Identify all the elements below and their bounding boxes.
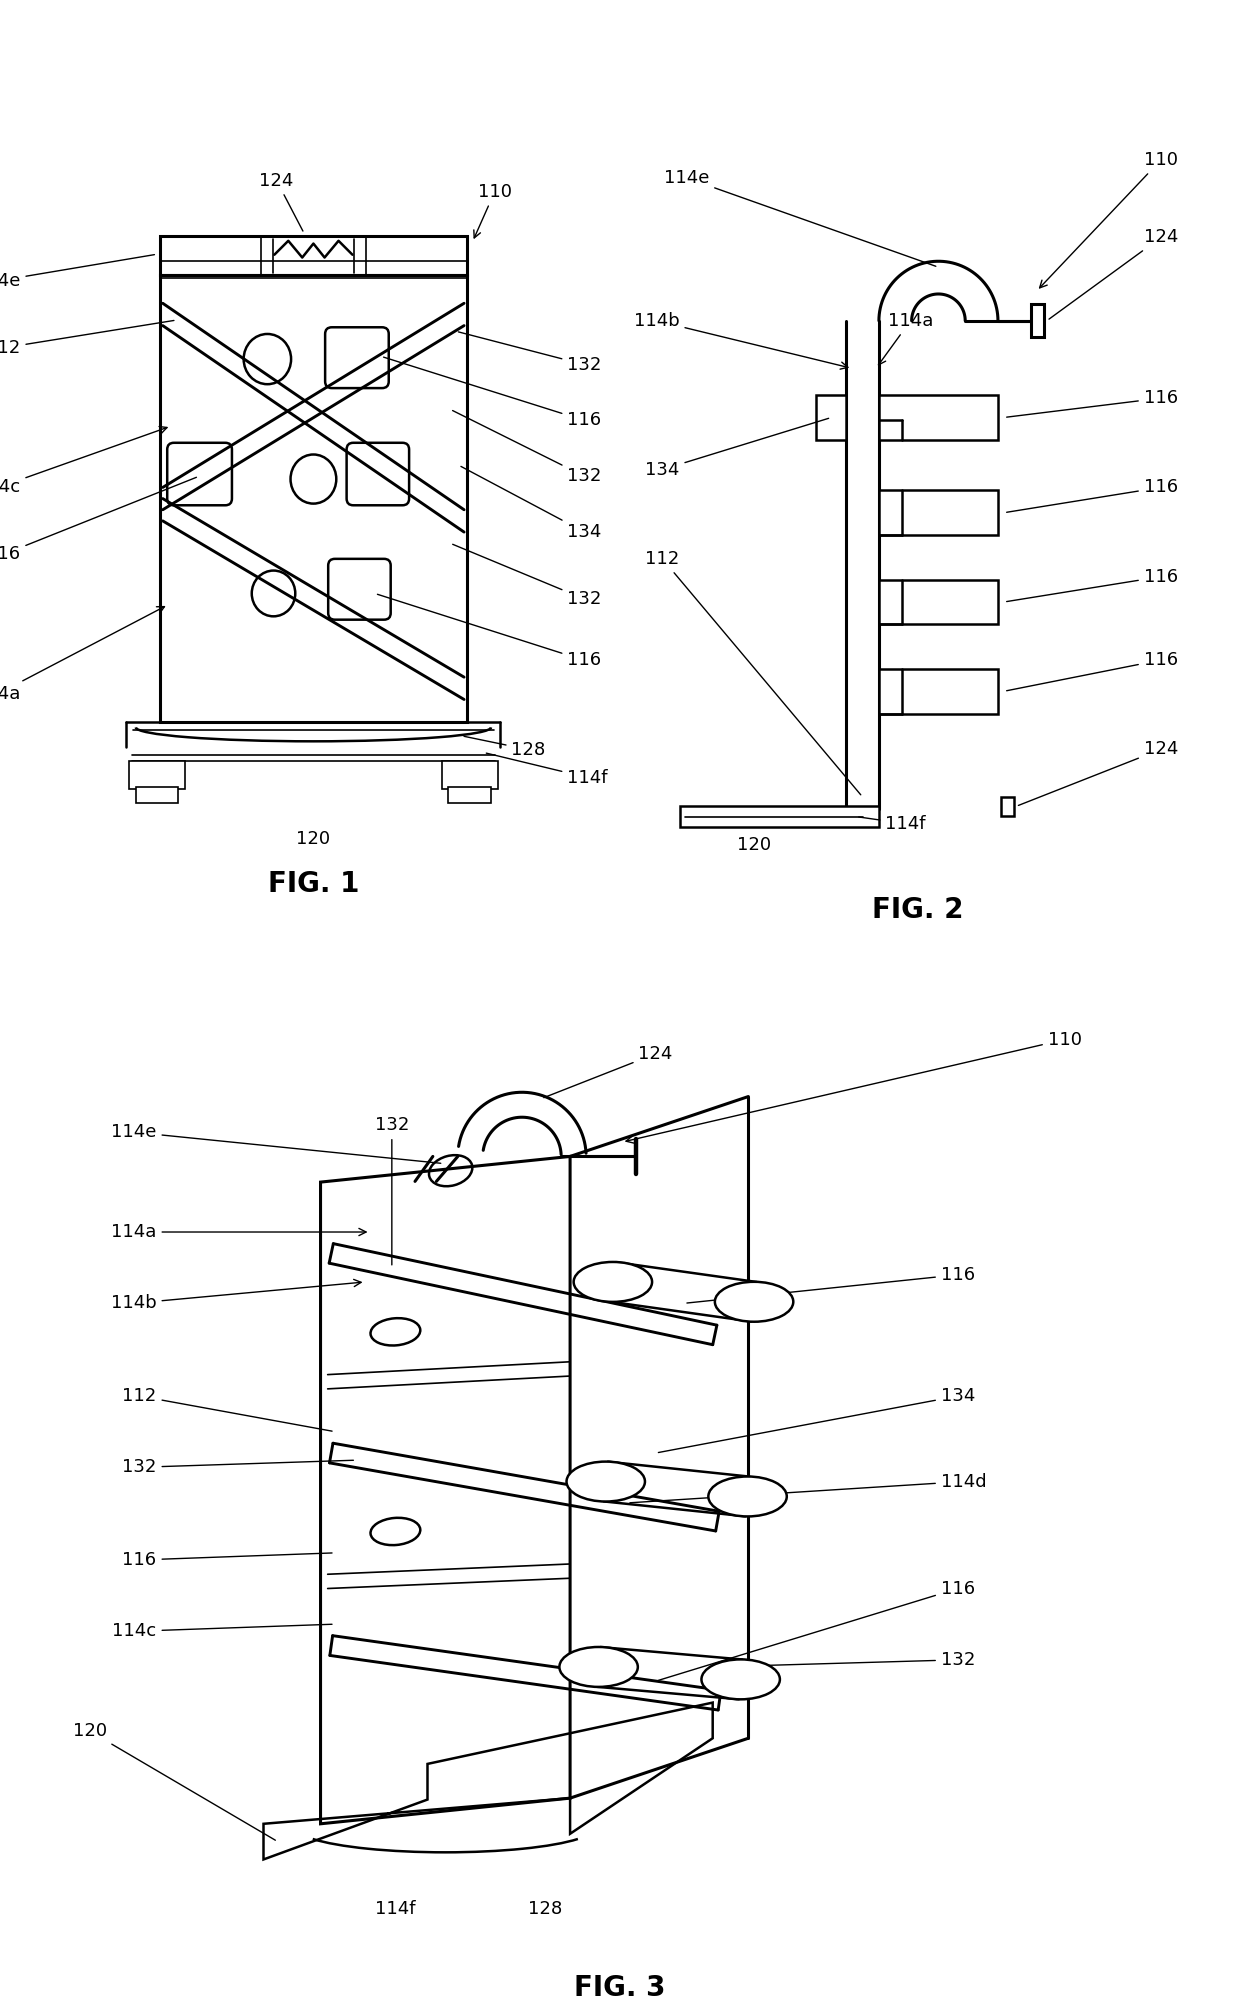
Bar xyxy=(879,396,998,440)
Text: 114d: 114d xyxy=(630,1473,987,1503)
Bar xyxy=(879,669,998,714)
Text: 128: 128 xyxy=(464,736,546,758)
Text: 134: 134 xyxy=(461,466,601,541)
Bar xyxy=(680,806,879,826)
Text: 114f: 114f xyxy=(376,1899,415,1918)
Text: 110: 110 xyxy=(626,1031,1081,1144)
Text: 114a: 114a xyxy=(878,312,934,366)
Text: 110: 110 xyxy=(474,183,512,237)
Text: 114a: 114a xyxy=(112,1222,366,1240)
Text: 120: 120 xyxy=(296,830,331,848)
Text: 114e: 114e xyxy=(663,169,936,265)
Text: 114f: 114f xyxy=(486,754,608,786)
Text: 132: 132 xyxy=(374,1116,409,1264)
Text: 112: 112 xyxy=(123,1387,332,1431)
Text: FIG. 2: FIG. 2 xyxy=(872,896,963,925)
Polygon shape xyxy=(264,1702,713,1859)
Bar xyxy=(449,788,491,802)
Text: 116: 116 xyxy=(383,358,601,430)
Text: 120: 120 xyxy=(738,836,771,854)
Text: 128: 128 xyxy=(528,1899,562,1918)
Bar xyxy=(160,237,466,275)
Bar xyxy=(816,396,846,440)
Text: 134: 134 xyxy=(645,418,828,478)
Text: 114f: 114f xyxy=(859,814,926,832)
Text: 114c: 114c xyxy=(113,1622,332,1640)
Bar xyxy=(136,788,179,802)
Text: 124: 124 xyxy=(544,1045,673,1097)
Ellipse shape xyxy=(567,1461,645,1501)
Text: FIG. 1: FIG. 1 xyxy=(268,870,360,898)
Text: 114b: 114b xyxy=(634,312,848,370)
Text: 116: 116 xyxy=(123,1552,332,1570)
Text: 116: 116 xyxy=(377,595,601,669)
Text: 124: 124 xyxy=(1018,740,1178,806)
Text: 116: 116 xyxy=(1007,567,1178,601)
Text: 116: 116 xyxy=(1007,478,1178,513)
Text: 112: 112 xyxy=(645,551,861,794)
Text: 112: 112 xyxy=(0,320,174,358)
Text: 116: 116 xyxy=(1007,651,1178,691)
Text: 114e: 114e xyxy=(0,255,155,289)
Text: 132: 132 xyxy=(453,410,601,484)
Bar xyxy=(160,275,466,722)
Text: 132: 132 xyxy=(453,545,601,607)
Text: 114b: 114b xyxy=(110,1280,361,1313)
Bar xyxy=(879,579,998,625)
Text: 114a: 114a xyxy=(0,607,165,704)
Bar xyxy=(879,490,998,535)
Bar xyxy=(129,762,185,788)
Text: 124: 124 xyxy=(259,171,303,231)
Text: 124: 124 xyxy=(1049,229,1178,320)
Text: FIG. 3: FIG. 3 xyxy=(574,1974,666,2002)
Text: 132: 132 xyxy=(715,1650,975,1668)
Bar xyxy=(441,762,497,788)
Ellipse shape xyxy=(715,1282,794,1323)
Text: 114e: 114e xyxy=(112,1124,440,1164)
Text: 132: 132 xyxy=(123,1459,353,1475)
Bar xyxy=(1030,304,1044,338)
Ellipse shape xyxy=(702,1660,780,1698)
Text: 120: 120 xyxy=(72,1723,275,1841)
Text: 116: 116 xyxy=(0,476,196,563)
Bar xyxy=(1001,796,1014,816)
Text: 114c: 114c xyxy=(0,426,167,496)
Ellipse shape xyxy=(708,1477,786,1516)
Text: 116: 116 xyxy=(1007,390,1178,418)
Text: 116: 116 xyxy=(687,1266,975,1302)
Text: 116: 116 xyxy=(658,1580,975,1680)
Text: 110: 110 xyxy=(1039,151,1178,287)
Ellipse shape xyxy=(574,1262,652,1302)
Ellipse shape xyxy=(559,1646,637,1686)
Text: 134: 134 xyxy=(658,1387,975,1453)
Text: 132: 132 xyxy=(459,332,601,374)
